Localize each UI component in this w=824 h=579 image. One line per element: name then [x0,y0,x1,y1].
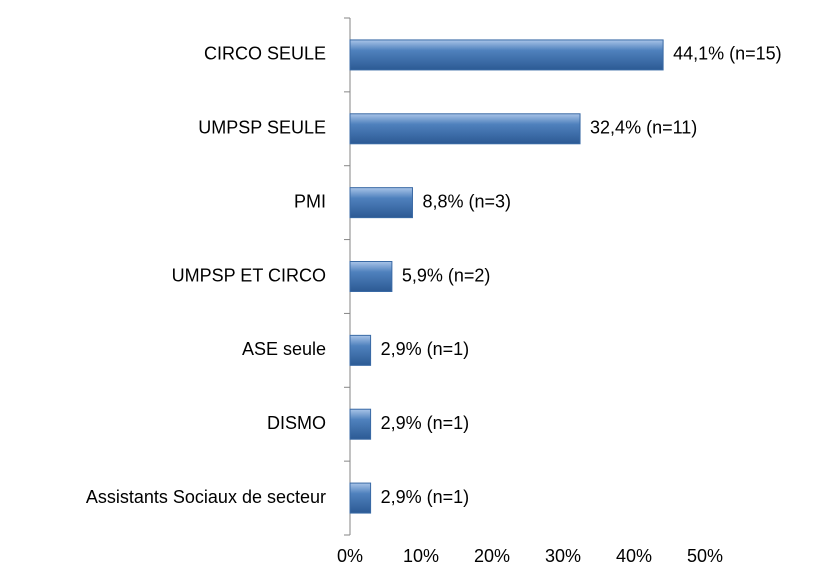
x-tick-label: 50% [687,546,723,566]
x-tick-label: 0% [337,546,363,566]
bar [349,261,393,292]
bar [349,334,372,366]
y-tick-label: CIRCO SEULE [204,44,326,64]
y-tick-label: Assistants Sociaux de secteur [86,487,326,507]
y-tick-label: ASE seule [242,339,326,359]
y-tick-label: UMPSP ET CIRCO [172,265,326,285]
value-label: 2,9% (n=1) [381,339,470,359]
bar [349,113,581,145]
x-tick-label: 10% [403,546,439,566]
x-tick-label: 20% [474,546,510,566]
bar [349,408,372,440]
value-label: 2,9% (n=1) [381,487,470,507]
y-tick-label: DISMO [267,413,326,433]
bar [349,39,664,71]
value-label: 5,9% (n=2) [402,265,491,285]
y-tick-label: PMI [294,191,326,211]
bar [349,482,372,514]
value-label: 44,1% (n=15) [673,44,782,64]
value-label: 32,4% (n=11) [590,118,697,138]
value-label: 8,8% (n=3) [422,191,511,211]
x-tick-label: 30% [545,546,581,566]
value-label: 2,9% (n=1) [381,413,470,433]
bar [349,187,413,219]
x-tick-label: 40% [616,546,652,566]
y-tick-label: UMPSP SEULE [198,118,326,138]
